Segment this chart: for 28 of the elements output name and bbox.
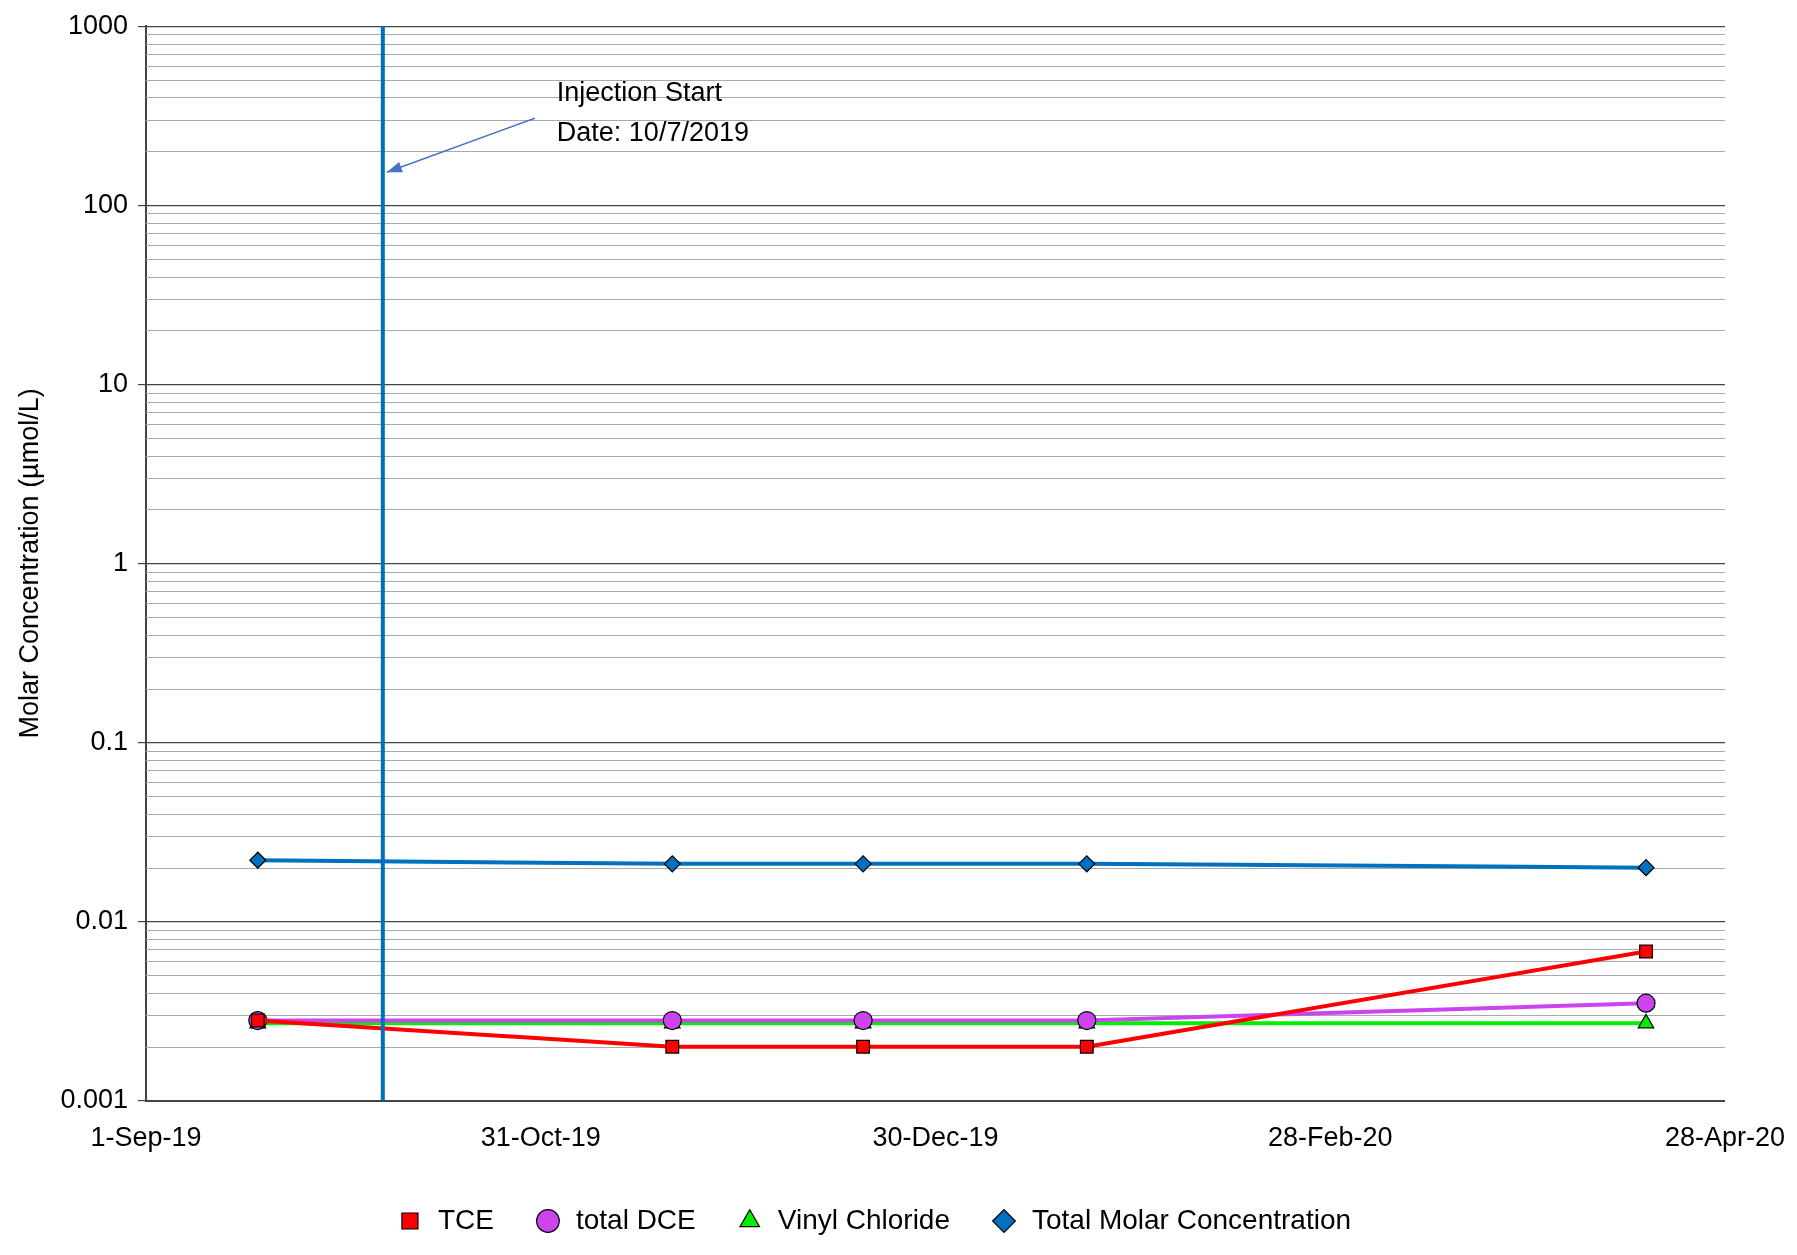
point [1078, 855, 1096, 873]
x-tick-label: 28-Apr-20 [1664, 1122, 1786, 1153]
y-tick-label: 1 [112, 546, 128, 577]
x-tick-label: 1-Sep-19 [90, 1122, 202, 1153]
legend-label: total DCE [575, 1203, 696, 1235]
y-tick-label: 0.001 [60, 1084, 128, 1115]
x-tick-label: 28-Feb-20 [1267, 1122, 1393, 1153]
x-tick-label: 31-Oct-19 [480, 1122, 601, 1153]
y-axis-title: Molar Concentration (µmol/L) [13, 388, 44, 739]
x-tick-label: 30-Dec-19 [872, 1122, 999, 1153]
ref-line-label: Injection Start Date: 10/7/2019 [556, 77, 749, 148]
y-tick-label: 100 [82, 188, 128, 219]
y-tick-label: 10 [97, 367, 128, 398]
point [1639, 944, 1653, 959]
point [249, 851, 267, 869]
point [854, 855, 872, 873]
point [665, 1039, 680, 1054]
point [1637, 859, 1655, 877]
legend-label: Vinyl Chloride [777, 1203, 951, 1235]
y-tick-label: 1000 [67, 9, 128, 40]
legend-label: TCE [437, 1203, 494, 1235]
y-tick-label: 0.1 [90, 725, 128, 756]
y-tick-label: 0.01 [75, 904, 128, 935]
legend-label: Total Molar Concentration [1032, 1203, 1352, 1235]
point [1636, 993, 1656, 1013]
point [856, 1039, 871, 1054]
point [1079, 1039, 1094, 1054]
point [663, 855, 681, 873]
